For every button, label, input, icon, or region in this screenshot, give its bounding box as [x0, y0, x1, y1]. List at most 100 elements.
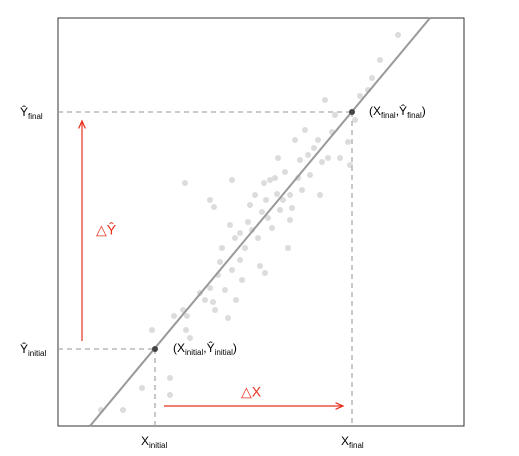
- x-final-label: Xfinal: [341, 434, 364, 450]
- separator: ,: [203, 341, 206, 355]
- scatter-point: [317, 192, 323, 198]
- scatter-point: [280, 197, 286, 203]
- scatter-point: [297, 157, 303, 163]
- scatter-point: [237, 230, 243, 236]
- scatter-point: [171, 313, 177, 319]
- scatter-point: [217, 259, 223, 265]
- symbol: X: [373, 104, 381, 118]
- subscript: initial: [185, 348, 203, 357]
- scatter-point: [167, 375, 173, 381]
- scatter-points: [98, 32, 401, 413]
- scatter-point: [237, 257, 243, 263]
- scatter-point: [139, 385, 145, 391]
- scatter-point: [285, 245, 291, 251]
- symbol: Ŷ: [20, 341, 28, 356]
- symbol: X: [177, 341, 185, 355]
- scatter-point: [292, 137, 298, 143]
- scatter-point: [227, 222, 233, 228]
- subscript: initial: [215, 348, 233, 357]
- paren: ): [422, 104, 426, 118]
- scatter-point: [211, 204, 217, 210]
- paren: (: [173, 341, 177, 355]
- scatter-point: [242, 245, 248, 251]
- scatter-point: [257, 263, 263, 269]
- initial-point-label: (Xinitial,Ŷinitial): [173, 340, 237, 357]
- y-final-label: Ŷfinal: [20, 104, 43, 121]
- y-initial-label: Ŷinitial: [20, 341, 46, 358]
- scatter-point: [229, 267, 235, 273]
- scatter-point: [267, 177, 273, 183]
- subscript: final: [381, 111, 396, 120]
- symbol: Ŷ: [207, 340, 215, 355]
- guide-lines: [58, 111, 353, 426]
- scatter-point: [219, 245, 225, 251]
- scatter-point: [307, 172, 313, 178]
- scatter-point: [207, 197, 213, 203]
- scatter-point: [377, 57, 383, 63]
- scatter-point: [212, 307, 218, 313]
- symbol: Ŷ: [399, 103, 407, 118]
- scatter-point: [225, 315, 231, 321]
- scatter-point: [263, 197, 269, 203]
- subscript: final: [349, 441, 364, 450]
- scatter-point: [229, 177, 235, 183]
- scatter-point: [247, 202, 253, 208]
- scatter-point: [265, 215, 271, 221]
- scatter-point: [183, 327, 189, 333]
- scatter-point: [210, 299, 216, 305]
- scatter-point: [239, 277, 245, 283]
- subscript: final: [28, 112, 43, 121]
- scatter-point: [277, 207, 283, 213]
- plot-frame: [57, 17, 465, 427]
- scatter-point: [332, 112, 338, 118]
- scatter-point: [337, 155, 343, 161]
- subscript: initial: [149, 441, 167, 450]
- subscript: initial: [28, 349, 46, 358]
- scatter-point: [252, 192, 258, 198]
- scatter-point: [369, 75, 375, 81]
- scatter-point: [302, 127, 308, 133]
- scatter-point: [395, 32, 401, 38]
- scatter-point: [120, 407, 126, 413]
- scatter-point: [289, 205, 295, 211]
- scatter-point: [352, 117, 358, 123]
- symbol: Ŷ: [20, 104, 28, 119]
- delta-x-label: △X: [241, 384, 262, 400]
- scatter-point: [207, 285, 213, 291]
- final-point: [349, 109, 355, 115]
- scatter-point: [149, 327, 155, 333]
- scatter-point: [345, 139, 351, 145]
- scatter-point: [182, 180, 188, 186]
- scatter-point: [259, 209, 265, 215]
- scatter-point: [311, 145, 317, 151]
- scatter-point: [262, 270, 268, 276]
- x-initial-label: Xinitial: [141, 434, 167, 450]
- scatter-point: [315, 137, 321, 143]
- scatter-point: [325, 155, 331, 161]
- scatter-point: [167, 392, 173, 398]
- initial-point: [152, 346, 158, 352]
- scatter-point: [274, 191, 280, 197]
- scatter-point: [261, 180, 267, 186]
- scatter-point: [269, 225, 275, 231]
- scatter-point: [233, 297, 239, 303]
- scatter-point: [245, 219, 251, 225]
- scatter-point: [287, 192, 293, 198]
- delta-y-label: △Ŷ: [96, 222, 117, 238]
- paren: ): [233, 341, 237, 355]
- scatter-point: [305, 152, 311, 158]
- paren: (: [369, 104, 373, 118]
- final-point-label: (Xfinal,Ŷfinal): [369, 103, 426, 120]
- symbol: X: [341, 434, 349, 448]
- scatter-point: [255, 235, 261, 241]
- scatter-point: [299, 187, 305, 193]
- scatter-point: [319, 159, 325, 165]
- scatter-point: [322, 97, 328, 103]
- subscript: final: [407, 111, 422, 120]
- scatter-point: [187, 335, 193, 341]
- scatter-point: [275, 155, 281, 161]
- regression-line: [89, 17, 431, 427]
- scatter-point: [222, 287, 228, 293]
